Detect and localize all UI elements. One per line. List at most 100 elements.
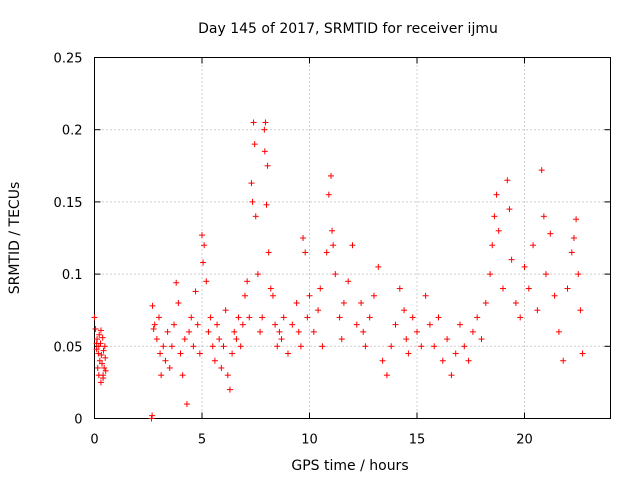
plot-frame [94,57,611,419]
data-point [491,213,498,220]
data-point [192,288,199,295]
data-point [306,292,313,299]
x-tick-label: 10 [301,433,318,448]
data-point [547,230,554,237]
data-point [214,321,221,328]
data-point [175,299,182,306]
data-point [401,307,408,314]
data-point [250,119,257,126]
data-point [100,375,107,382]
data-point [568,249,575,256]
data-point [317,285,324,292]
data-point [328,172,334,179]
data-point [319,343,326,350]
data-point [573,216,580,223]
data-point [153,336,160,343]
data-point [579,350,586,357]
data-point [530,242,537,249]
data-point [248,180,255,187]
data-point [403,336,410,343]
data-point [525,285,532,292]
data-point [422,292,429,299]
data-point [508,256,515,263]
data-point [469,328,476,335]
data-point [261,126,268,133]
data-point [414,328,420,335]
data-point [265,249,272,256]
data-point [349,242,356,249]
data-point [261,148,268,155]
data-point [358,299,365,306]
data-point [216,336,223,343]
data-point [168,343,175,350]
data-point [396,285,403,292]
data-point [444,336,451,343]
data-point [269,292,276,299]
data-point [570,235,577,241]
data-point [99,334,106,341]
data-point [506,206,513,213]
y-tick-label: 0.2 [62,124,83,139]
data-point [323,249,330,256]
data-point [149,412,156,419]
data-point [330,242,337,249]
data-point [278,336,285,343]
data-point [242,292,248,299]
data-point [310,328,317,335]
y-tick-label: 0.15 [54,196,83,211]
data-point [289,321,296,328]
data-point [207,314,214,321]
data-point [148,415,155,422]
data-point [177,350,184,357]
data-point [272,321,279,328]
data-point [218,364,225,371]
data-point [97,379,104,386]
data-point [222,307,229,314]
data-point [262,119,269,126]
data-point [474,314,481,321]
data-point [495,227,502,234]
y-tick-label: 0.1 [62,268,83,283]
data-point [102,354,109,361]
data-point [235,314,242,321]
data-point [171,321,178,328]
data-point [325,191,332,198]
data-point [383,372,390,379]
data-point [329,227,336,234]
data-point [512,299,519,306]
data-point [538,167,545,174]
data-point [244,278,251,285]
data-point [259,314,266,321]
data-point [388,343,395,350]
data-point [100,347,107,354]
data-point [201,242,208,249]
data-point [353,321,360,328]
y-tick-label: 0 [74,413,82,428]
data-point [102,367,109,374]
chart-title: Day 145 of 2017, SRMTID for receiver ijm… [198,21,498,37]
data-point [203,278,210,285]
data-point [162,357,169,364]
data-point [426,321,433,328]
data-point [157,350,164,357]
data-point [534,307,541,314]
data-point [194,321,201,328]
data-point [254,271,261,278]
x-tick-label: 20 [516,433,533,448]
data-point [183,401,190,408]
data-point [500,285,506,292]
data-point [166,364,173,371]
data-point [156,314,162,321]
data-point [332,271,339,278]
data-point [91,314,98,321]
data-point [95,343,102,350]
data-point [181,336,188,343]
data-point [251,141,258,148]
data-point [97,327,104,334]
data-point [257,328,264,335]
data-point [149,302,156,309]
data-point [540,213,547,220]
data-point [158,372,165,379]
data-point [98,351,105,358]
data-point [231,328,238,335]
